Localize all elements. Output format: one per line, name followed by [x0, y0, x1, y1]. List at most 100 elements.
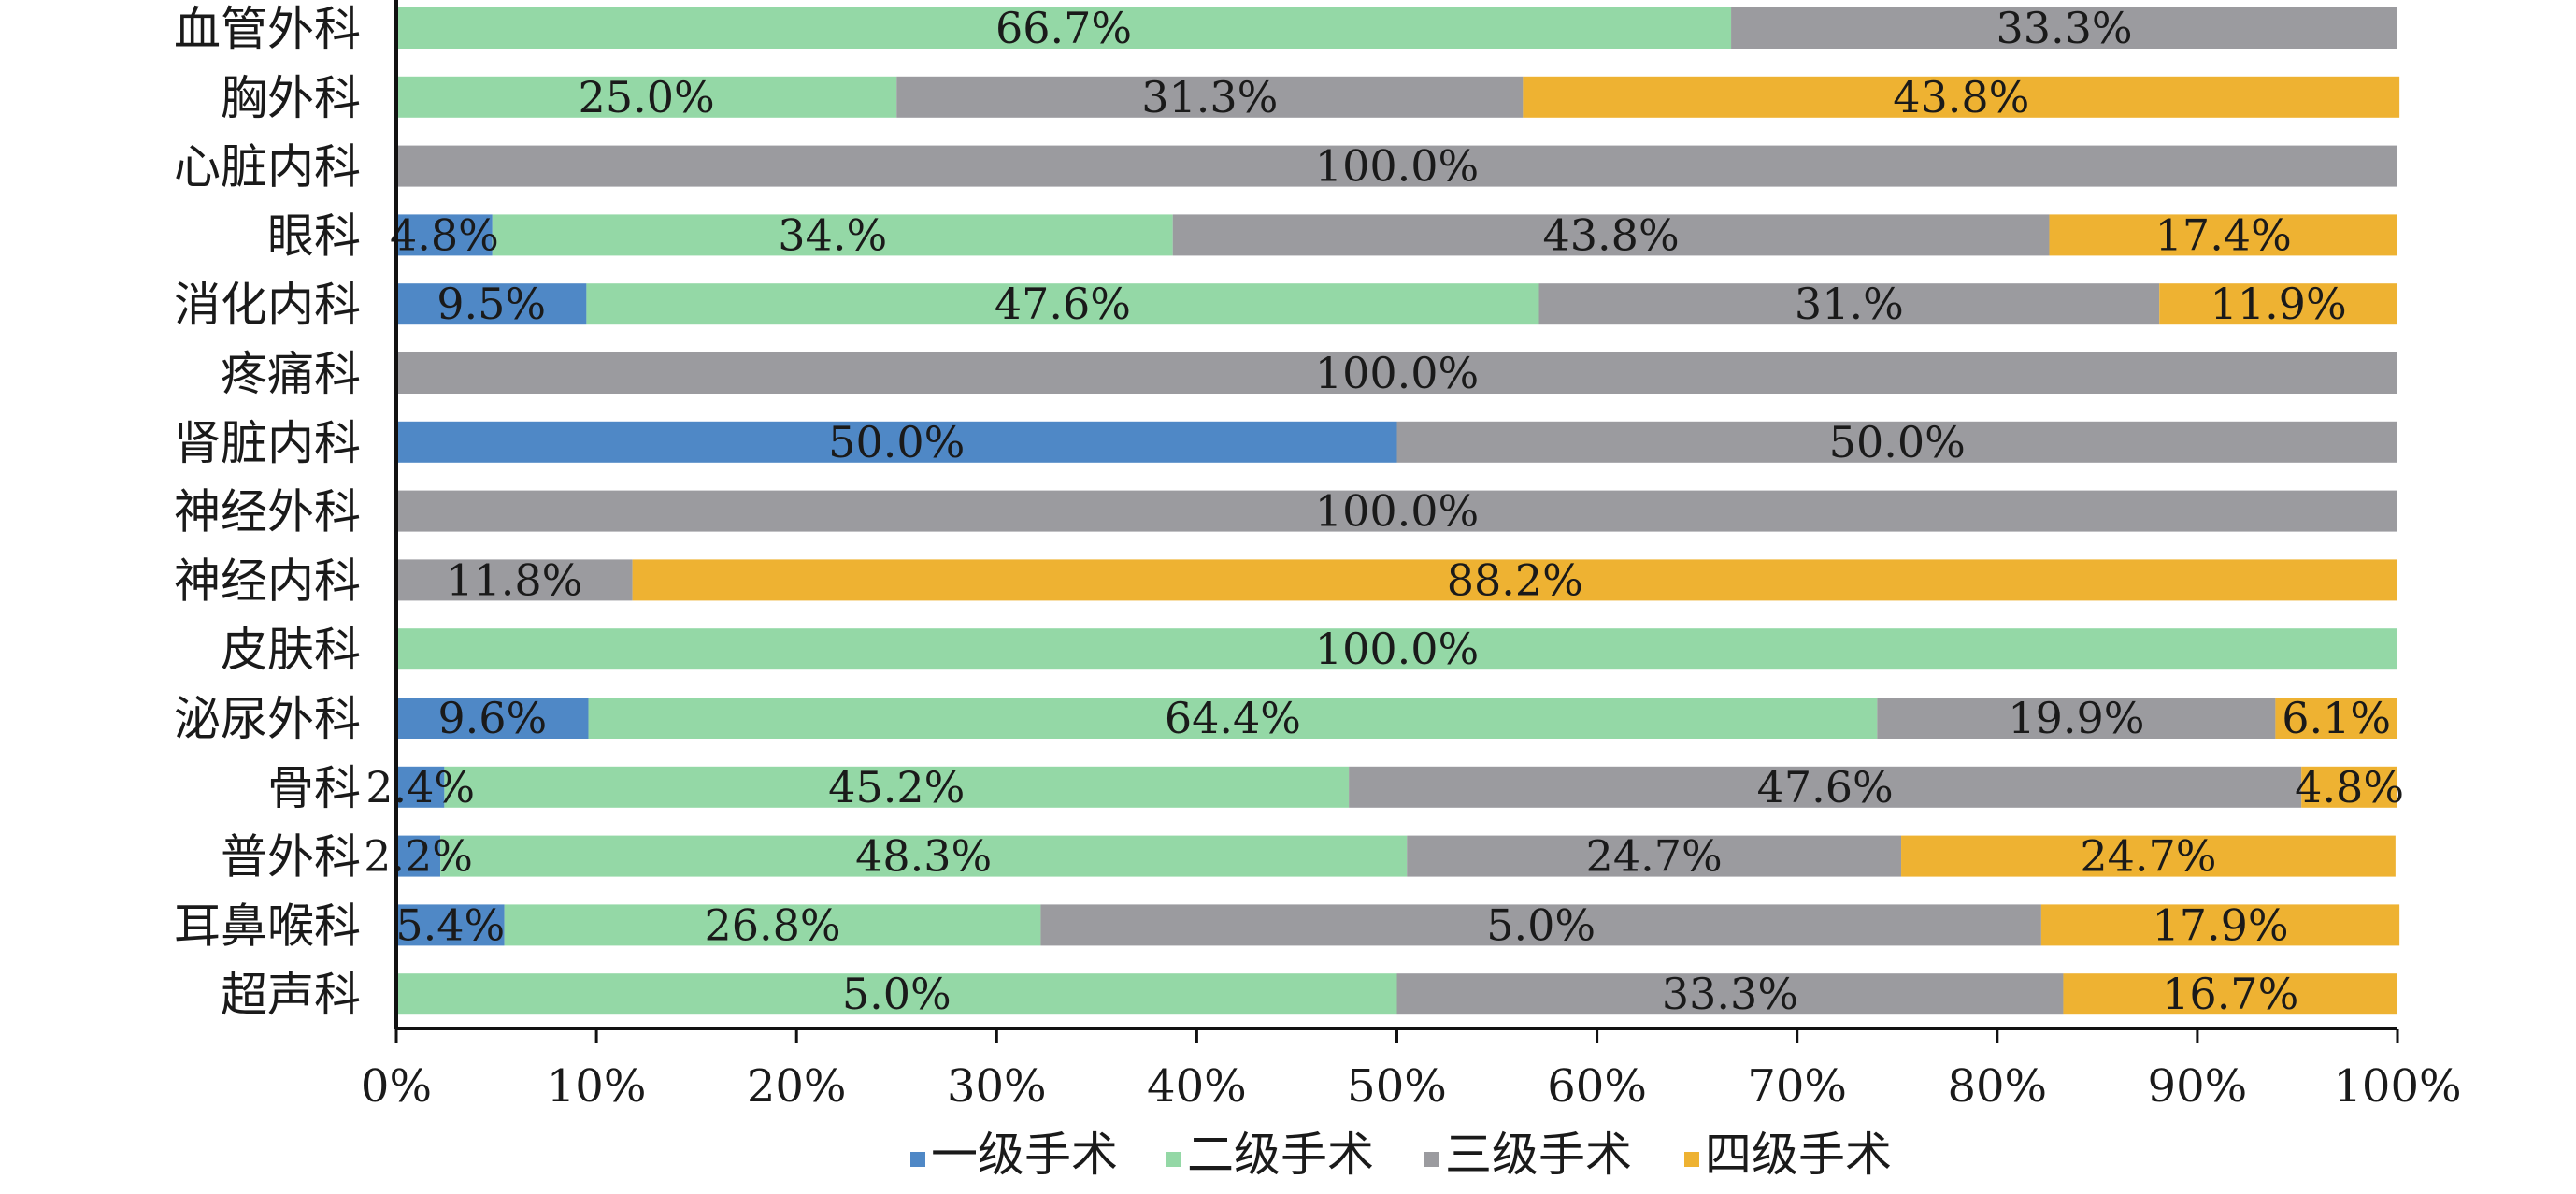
bar-segment: [440, 835, 1408, 877]
category-label: 消化内科: [174, 278, 361, 332]
bar-segment: [396, 214, 493, 256]
data-label: 9.5%: [436, 279, 546, 329]
x-tick-label: 10%: [547, 1060, 647, 1113]
data-label: 9.6%: [437, 693, 547, 743]
bar-segment: [492, 214, 1173, 256]
data-label: 100.0%: [1315, 486, 1479, 537]
legend-swatch: [1684, 1152, 1699, 1167]
bar-segment: [896, 76, 1524, 118]
data-label: 48.3%: [855, 831, 992, 882]
category-label: 眼科: [267, 209, 361, 263]
data-label: 33.3%: [1996, 3, 2132, 53]
data-label: 19.9%: [2008, 693, 2144, 743]
bar-segment: [1396, 973, 2064, 1015]
bar-segment: [2040, 904, 2400, 946]
axes-layer: 血管外科胸外科心脏内科眼科消化内科疼痛科肾脏内科神经外科神经内科皮肤科泌尿外科骨…: [174, 0, 2462, 1113]
data-label: 6.1%: [2282, 693, 2391, 743]
data-label: 34.%: [778, 209, 887, 260]
x-tick-label: 0%: [361, 1060, 432, 1113]
x-tick-label: 30%: [947, 1060, 1047, 1113]
legend-label: 三级手术: [1445, 1128, 1632, 1182]
data-label: 5.4%: [395, 899, 505, 950]
category-label: 超声科: [221, 968, 361, 1022]
bar-segment: [1349, 766, 2302, 808]
bar-segment: [1523, 76, 2400, 118]
category-label: 心脏内科: [174, 140, 361, 194]
bar-segment: [444, 766, 1350, 808]
bar-segment: [396, 628, 2397, 670]
bar-segment: [1538, 283, 2160, 325]
data-label: 26.8%: [704, 899, 840, 950]
bar-segment: [1172, 214, 2050, 256]
bar-segment: [396, 283, 587, 325]
bar-segment: [396, 559, 633, 601]
data-label: 100.0%: [1315, 141, 1479, 192]
data-label: 100.0%: [1315, 624, 1479, 674]
category-label: 普外科: [221, 830, 361, 885]
x-tick-label: 20%: [747, 1060, 847, 1113]
bar-segment: [2275, 698, 2397, 739]
data-label: 50.0%: [1829, 417, 1966, 468]
x-tick-label: 80%: [1947, 1060, 2047, 1113]
data-label: 31.%: [1795, 279, 1904, 329]
category-label: 神经外科: [174, 485, 361, 539]
data-label: 4.8%: [390, 209, 499, 260]
category-label: 血管外科: [174, 2, 361, 56]
bar-segment: [1040, 904, 2041, 946]
x-tick-label: 70%: [1747, 1060, 1847, 1113]
bar-segment: [2049, 214, 2397, 256]
data-label: 33.3%: [1662, 969, 1798, 1019]
bar-segment: [1396, 421, 2397, 463]
legend-label: 四级手术: [1705, 1128, 1892, 1182]
bar-segment: [396, 7, 1732, 49]
category-label: 皮肤科: [221, 623, 361, 677]
bar-segment: [396, 352, 2397, 394]
bar-segment: [1877, 698, 2276, 739]
data-label: 11.8%: [446, 554, 582, 605]
bar-segment: [396, 904, 505, 946]
category-label: 疼痛科: [221, 347, 361, 401]
data-labels-layer: 66.7% 33.3% 25.0% 31.3% 43.8% 100.0% 4.8% 34.% 4…: [364, 3, 2404, 1019]
legend-swatch: [1424, 1152, 1439, 1167]
bar-segment: [1901, 835, 2396, 877]
bars-layer: [396, 7, 2400, 1015]
data-label: 11.9%: [2211, 279, 2347, 329]
bar-segment: [2159, 283, 2397, 325]
legend-swatch: [1166, 1152, 1181, 1167]
legend-label: 一级手术: [931, 1128, 1118, 1182]
category-label: 神经内科: [174, 554, 361, 608]
data-label: 100.0%: [1315, 348, 1479, 398]
category-label: 泌尿外科: [174, 692, 361, 746]
category-label: 肾脏内科: [174, 416, 361, 470]
data-label: 43.8%: [1893, 72, 2029, 122]
data-label: 88.2%: [1447, 554, 1583, 605]
data-label: 50.0%: [828, 417, 965, 468]
bar-segment: [586, 283, 1539, 325]
bar-segment: [396, 766, 445, 808]
x-tick-label: 90%: [2148, 1060, 2248, 1113]
data-label: 45.2%: [828, 762, 965, 813]
data-label: 47.6%: [1757, 762, 1894, 813]
bar-segment: [504, 904, 1041, 946]
bar-segment: [632, 559, 2398, 601]
legend: 一级手术 二级手术 三级手术 四级手术: [910, 1128, 1892, 1182]
data-label: 43.8%: [1543, 209, 1680, 260]
legend-label: 二级手术: [1187, 1128, 1374, 1182]
bar-segment: [396, 835, 441, 877]
data-label: 24.7%: [1586, 831, 1723, 882]
x-tick-label: 100%: [2333, 1060, 2461, 1113]
bar-segment: [1731, 7, 2397, 49]
data-label: 24.7%: [2080, 831, 2216, 882]
data-label: 31.3%: [1141, 72, 1278, 122]
x-tick-label: 50%: [1347, 1060, 1447, 1113]
data-label: 47.6%: [995, 279, 1131, 329]
legend-swatch: [910, 1152, 925, 1167]
category-label: 耳鼻喉科: [174, 899, 361, 953]
bar-segment: [1407, 835, 1902, 877]
bar-segment: [396, 490, 2397, 532]
x-tick-label: 60%: [1547, 1060, 1647, 1113]
data-label: 5.0%: [1486, 899, 1596, 950]
data-label: 5.0%: [842, 969, 952, 1019]
data-label: 17.9%: [2152, 899, 2288, 950]
